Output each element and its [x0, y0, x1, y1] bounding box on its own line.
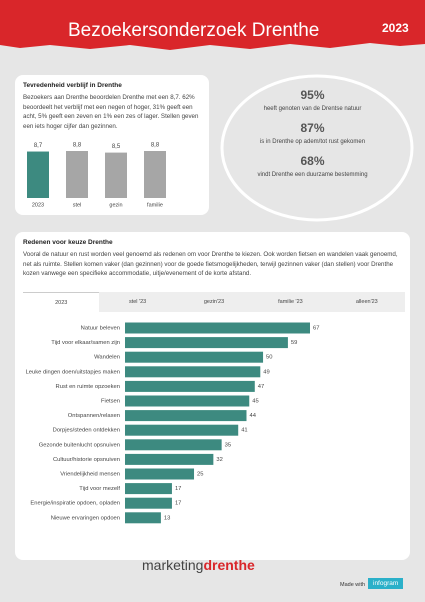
- category-label: Fietsen: [101, 399, 120, 405]
- stats-circle: [220, 74, 414, 222]
- value-label: 8,7: [34, 143, 43, 149]
- value-label: 25: [197, 472, 203, 478]
- bar: [27, 151, 49, 198]
- value-label: 59: [291, 340, 297, 346]
- tab[interactable]: familie '23: [278, 299, 303, 305]
- card-title: Tevredenheid verblijf in Drenthe: [23, 82, 122, 89]
- card-text: Vooral de natuur en rust worden veel gen…: [23, 251, 398, 278]
- value-label: 32: [216, 457, 222, 463]
- category-label: Gezonde buitenlucht opsnuiven: [39, 442, 120, 448]
- x-tick-label: 2023: [32, 202, 44, 208]
- header-band: [0, 0, 425, 50]
- bar: [125, 453, 214, 465]
- bar: [66, 151, 88, 198]
- card-text: Bezoekers aan Drenthe beoordelen Drenthe…: [23, 94, 199, 130]
- category-label: Dorpjes/steden ontdekken: [53, 428, 120, 434]
- tab[interactable]: stel '23: [128, 299, 147, 305]
- made-with: Made with: [340, 582, 366, 588]
- bar: [125, 483, 172, 495]
- bar: [125, 410, 247, 422]
- tab[interactable]: alleen'23: [355, 299, 378, 305]
- satisfaction-chart: 8,7 2023 8,8 stel 8,5 gezin 8,8 familie: [27, 143, 166, 208]
- bar: [125, 322, 310, 334]
- brand: marketingdrenthe: [142, 557, 255, 573]
- x-tick-label: stel: [73, 202, 82, 208]
- stat-value: 95%: [300, 88, 325, 102]
- value-label: 8,8: [151, 143, 160, 149]
- value-label: 17: [175, 486, 181, 492]
- category-label: Cultuur/historie opsnuiven: [53, 457, 120, 463]
- header-title: Bezoekersonderzoek Drenthe: [68, 20, 320, 41]
- value-label: 8,5: [112, 144, 121, 150]
- bar: [125, 380, 255, 392]
- category-label: Tijd voor elkaar/samen zijn: [51, 340, 120, 346]
- category-label: Wandelen: [94, 355, 120, 361]
- category-label: Ontspannen/relaxen: [68, 413, 120, 419]
- stats: 95% heeft genoten van de Drentse natuur 87…: [220, 88, 405, 178]
- bar: [125, 337, 288, 349]
- value-label: 50: [266, 355, 272, 361]
- value-label: 47: [258, 384, 264, 390]
- value-label: 44: [249, 413, 256, 419]
- bar: [125, 395, 250, 407]
- tab[interactable]: 2023: [23, 292, 100, 312]
- stat-label: heeft genoten van de Drentse natuur: [263, 106, 362, 112]
- category-label: Leuke dingen doen/uitstapjes maken: [26, 369, 120, 375]
- stat-label: vindt Drenthe een duurzame bestemming: [257, 172, 368, 178]
- stat-value: 87%: [300, 121, 325, 135]
- value-label: 41: [241, 428, 247, 434]
- x-tick-label: gezin: [109, 202, 122, 208]
- stat-label: is in Drenthe op adem/tot rust gekomen: [259, 139, 366, 145]
- value-label: 45: [252, 399, 258, 405]
- bar: [105, 152, 127, 198]
- value-label: 35: [225, 442, 231, 448]
- bar: [125, 468, 195, 480]
- value-label: 17: [175, 501, 181, 507]
- category-label: Natuur beleven: [81, 326, 120, 332]
- value-label: 49: [263, 369, 269, 375]
- brand-light: marketing: [142, 557, 204, 573]
- category-label: Energie/inspiratie opdoen, opladen: [30, 501, 120, 507]
- tool-badge[interactable]: infogram: [368, 578, 404, 589]
- bar: [144, 151, 166, 198]
- bar: [125, 497, 172, 509]
- brand-bold: drenthe: [203, 557, 255, 573]
- value-label: 8,8: [73, 143, 82, 149]
- tabs: 2023 stel '23 gezin'23 familie '23 alleen'23: [23, 292, 405, 312]
- category-label: Nieuwe ervaringen opdoen: [51, 515, 120, 521]
- tab[interactable]: gezin'23: [203, 299, 225, 305]
- bar: [125, 512, 161, 524]
- value-label: 13: [164, 515, 170, 521]
- x-tick-label: familie: [147, 202, 163, 208]
- bar: [125, 351, 264, 363]
- bar: [125, 439, 222, 451]
- reasons-chart: Natuur beleven 67 Tijd voor elkaar/samen z…: [26, 322, 319, 524]
- category-label: Rust en ruimte opzoeken: [56, 384, 120, 390]
- category-label: Vriendelijkheid mensen: [60, 472, 120, 478]
- category-label: Tijd voor mezelf: [79, 486, 120, 492]
- bar: [125, 366, 261, 378]
- card-title: Redenen voor keuze Drenthe: [23, 239, 113, 246]
- stat-value: 68%: [300, 154, 325, 168]
- bar: [125, 424, 239, 436]
- header-year: 2023: [382, 21, 409, 35]
- value-label: 67: [313, 326, 319, 332]
